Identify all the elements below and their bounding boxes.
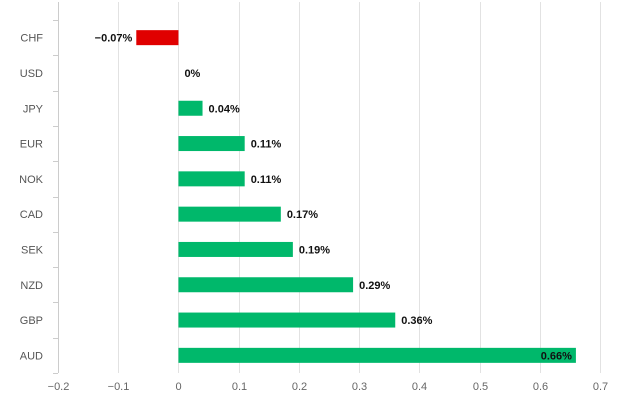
x-tick-label: 0.6 (533, 381, 548, 393)
bars (136, 30, 576, 363)
data-label: 0.66% (541, 350, 572, 362)
category-label: JPY (23, 103, 44, 115)
bar (178, 241, 293, 257)
data-label: −0.07% (95, 33, 133, 45)
bar (178, 171, 245, 187)
data-label: 0.29% (359, 280, 390, 292)
category-label: NOK (19, 174, 44, 186)
category-label: EUR (20, 139, 43, 151)
x-tick-label: −0.1 (108, 381, 130, 393)
category-label: CAD (20, 209, 43, 221)
x-tick-label: 0.1 (232, 381, 247, 393)
x-tick-label: 0.5 (473, 381, 488, 393)
category-labels: CHF USD JPY EUR NOK CAD SEK NZD GBP AUD (19, 33, 44, 363)
data-label: 0.36% (401, 315, 432, 327)
category-label: GBP (20, 315, 43, 327)
category-label: NZD (20, 280, 43, 292)
x-axis-tick-labels: −0.2 −0.1 0 0.1 0.2 0.3 0.4 0.5 0.6 0.7 (48, 381, 609, 393)
data-label: 0.11% (251, 139, 282, 151)
category-label: CHF (20, 33, 43, 45)
data-label: 0% (184, 68, 200, 80)
data-label: 0.04% (209, 103, 240, 115)
bar (178, 347, 576, 363)
bar (136, 30, 179, 46)
category-label: AUD (20, 350, 43, 362)
data-label: 0.17% (287, 209, 318, 221)
x-tick-label: 0.7 (593, 381, 608, 393)
bar (178, 100, 203, 116)
data-labels: −0.07% 0% 0.04% 0.11% 0.11% 0.17% 0.19% 0.29% 0.… (95, 33, 572, 363)
data-label: 0.11% (251, 174, 282, 186)
category-label: USD (20, 68, 43, 80)
x-tick-label: 0 (175, 381, 181, 393)
data-label: 0.19% (299, 244, 330, 256)
x-tick-label: 0.2 (292, 381, 307, 393)
x-tick-label: −0.2 (48, 381, 70, 393)
category-label: SEK (21, 244, 44, 256)
bar (178, 206, 281, 222)
bar (178, 312, 396, 328)
x-tick-label: 0.4 (412, 381, 427, 393)
gridlines (53, 2, 601, 374)
bar (178, 136, 245, 152)
x-tick-label: 0.3 (352, 381, 367, 393)
bar (178, 277, 354, 293)
